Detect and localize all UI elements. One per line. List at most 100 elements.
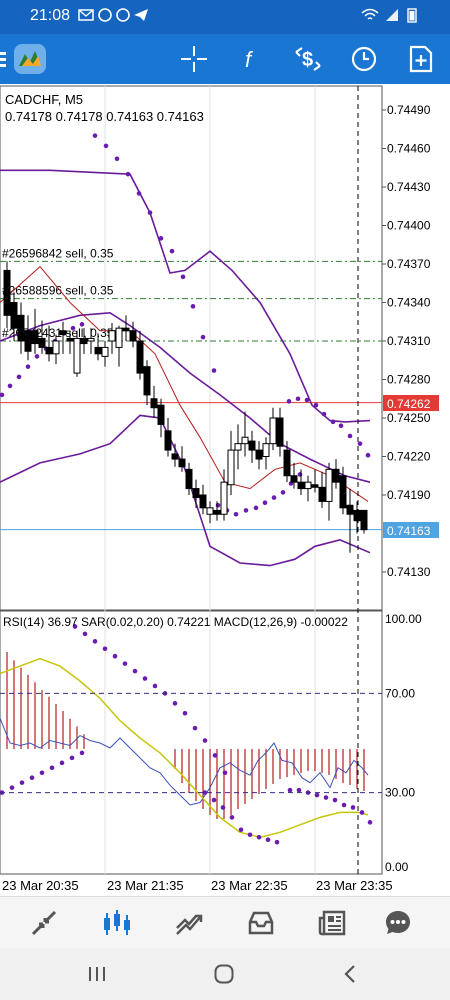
sub-sar-dot bbox=[9, 785, 15, 790]
red-line-price-marker bbox=[383, 395, 439, 411]
menu-icon bbox=[0, 52, 6, 67]
price-chart[interactable]: #26596842 sell, 0.35 #26588596 sell, 0.35… bbox=[0, 84, 450, 896]
candle-body bbox=[157, 404, 165, 425]
sub-sar-dot bbox=[247, 832, 253, 838]
candle-body bbox=[171, 453, 179, 460]
recent-apps-icon bbox=[89, 967, 105, 981]
sub-sar-dot bbox=[172, 701, 178, 706]
home-icon bbox=[214, 964, 234, 984]
sub-sar-dot bbox=[132, 668, 138, 674]
sar-dot bbox=[357, 441, 363, 446]
price-tick-label: 0.74430 bbox=[387, 180, 431, 194]
candle-body bbox=[31, 330, 39, 345]
trade-icon: $ bbox=[295, 47, 321, 71]
candle-body bbox=[143, 366, 151, 396]
sar-dot bbox=[0, 392, 5, 398]
history-icon bbox=[248, 911, 274, 935]
candle-body bbox=[115, 327, 123, 348]
candle-body bbox=[353, 509, 361, 522]
home-button[interactable] bbox=[204, 958, 244, 990]
candle-body bbox=[52, 340, 60, 355]
middle-band bbox=[0, 311, 371, 483]
indicators-button[interactable]: f bbox=[234, 42, 268, 76]
sar-dot bbox=[190, 304, 196, 309]
trade-button[interactable]: $ bbox=[291, 42, 325, 76]
rsi-line bbox=[0, 718, 369, 806]
moving-average bbox=[0, 265, 369, 502]
order-label: #26588596 sell, 0.35 bbox=[2, 284, 114, 298]
candle-body bbox=[66, 337, 74, 342]
new-order-button[interactable] bbox=[404, 42, 438, 76]
signal-icon bbox=[386, 9, 398, 21]
candle-body bbox=[318, 486, 326, 502]
time-label: 23 Mar 21:35 bbox=[107, 878, 184, 893]
price-tick-label: 0.74490 bbox=[387, 103, 431, 117]
trade-tab[interactable] bbox=[167, 903, 211, 943]
whatsapp-icon bbox=[116, 8, 130, 22]
sub-sar-dot bbox=[152, 683, 158, 689]
sar-dot bbox=[297, 472, 303, 477]
candle-body bbox=[206, 507, 214, 515]
candle-body bbox=[360, 509, 368, 531]
chat-icon bbox=[386, 911, 410, 934]
history-tab[interactable] bbox=[239, 903, 283, 943]
price-tick-label: 0.74340 bbox=[387, 296, 431, 310]
svg-text:$: $ bbox=[302, 49, 313, 71]
sar-dot bbox=[338, 423, 344, 429]
price-tick-label: 0.74190 bbox=[387, 488, 431, 502]
sub-sar-dot bbox=[102, 646, 108, 652]
sar-dot bbox=[180, 274, 186, 280]
sub-sar-dot bbox=[92, 639, 98, 644]
price-tick-label: 0.74280 bbox=[387, 373, 431, 387]
add-icon bbox=[409, 45, 433, 73]
back-button[interactable] bbox=[330, 958, 370, 990]
sub-sar-dot bbox=[212, 753, 218, 758]
price-tick-label: 0.74130 bbox=[387, 565, 431, 579]
candle-body bbox=[3, 269, 11, 316]
chat-tab[interactable] bbox=[376, 903, 420, 943]
menu-button[interactable] bbox=[0, 42, 54, 76]
sar-dot bbox=[79, 322, 85, 327]
status-time: 21:08 bbox=[30, 7, 71, 24]
candle-body bbox=[150, 398, 158, 409]
sar-dot bbox=[304, 397, 310, 403]
upper-band bbox=[0, 169, 371, 423]
recent-apps-button[interactable] bbox=[77, 958, 117, 990]
sub-sar-dot bbox=[229, 815, 235, 820]
candle-body bbox=[276, 417, 284, 447]
price-tick-label: 0.74370 bbox=[387, 257, 431, 271]
bottom-navigation bbox=[0, 896, 450, 949]
news-tab[interactable] bbox=[311, 903, 355, 943]
sar-dot bbox=[16, 374, 22, 380]
sub-sar-dot bbox=[314, 792, 320, 798]
quotes-tab[interactable] bbox=[22, 903, 66, 943]
price-tick-label: 0.74250 bbox=[387, 411, 431, 425]
sar-dot bbox=[7, 383, 13, 389]
indicators-icon: f bbox=[245, 47, 254, 72]
candle-body bbox=[136, 340, 144, 374]
toolbar: f $ bbox=[0, 34, 450, 84]
crosshair-icon bbox=[181, 46, 207, 72]
sub-sar-dot bbox=[202, 738, 208, 743]
svg-text:f: f bbox=[245, 47, 254, 72]
metatrader-logo-icon bbox=[14, 44, 46, 74]
period-button[interactable] bbox=[347, 42, 381, 76]
system-navigation-bar bbox=[0, 948, 450, 1000]
candle-body bbox=[332, 468, 340, 483]
sub-sar-dot bbox=[202, 790, 208, 795]
sub-sar-dot bbox=[182, 710, 188, 716]
sub-sar-dot bbox=[367, 820, 373, 825]
chart-area[interactable]: #26596842 sell, 0.35 #26588596 sell, 0.35… bbox=[0, 84, 450, 896]
sub-sar-dot bbox=[69, 755, 75, 761]
chart-tab[interactable] bbox=[95, 903, 139, 943]
sar-dot bbox=[295, 396, 301, 402]
sar-dot bbox=[25, 364, 31, 369]
ohlc-label: 0.74178 0.74178 0.74163 0.74163 bbox=[5, 109, 204, 124]
chart-icon bbox=[104, 910, 130, 935]
crosshair-button[interactable] bbox=[177, 42, 211, 76]
sar-dot bbox=[243, 508, 249, 513]
candle-body bbox=[311, 484, 319, 488]
sar-dot bbox=[215, 502, 221, 508]
sub-sar-dot bbox=[142, 676, 148, 681]
price-tick-label: 0.74460 bbox=[387, 142, 431, 156]
